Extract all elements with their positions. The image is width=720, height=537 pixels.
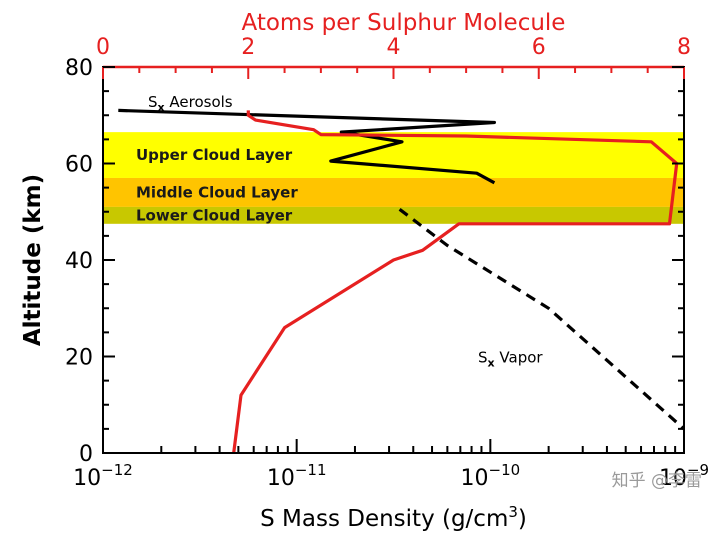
top-axis-label: Atoms per Sulphur Molecule [242, 10, 566, 36]
cloud-band-1 [103, 177, 684, 207]
x-tick-label: 10−11 [267, 461, 327, 491]
top-tick-label: 8 [677, 35, 691, 60]
series-labels: Sx Aerosols Sx Vapor [148, 93, 543, 370]
top-tick-label: 2 [241, 35, 255, 60]
axis-ticks [102, 66, 685, 454]
x-tick-label: 10−9 [659, 461, 709, 491]
top-tick-label: 6 [532, 35, 546, 60]
x-tick-label: 10−10 [461, 461, 521, 491]
top-tick-label: 4 [387, 35, 401, 60]
x-tick-label: 10−12 [73, 461, 133, 491]
y-axis-label: Altitude (km) [20, 174, 46, 346]
series-line-0 [118, 108, 496, 185]
series-label: Sx Aerosols [148, 93, 233, 114]
y-tick-label: 40 [65, 249, 93, 274]
x-axis-label: S Mass Density (g/cm3) [260, 503, 527, 532]
y-tick-label: 80 [65, 56, 93, 81]
y-tick-label: 20 [65, 346, 93, 371]
cloud-band-label: Middle Cloud Layer [136, 183, 298, 201]
top-tick-label: 0 [96, 35, 110, 60]
series-label: Sx Vapor [478, 349, 543, 370]
cloud-band-2 [103, 206, 684, 224]
cloud-band-label: Upper Cloud Layer [136, 146, 293, 164]
y-tick-label: 60 [65, 153, 93, 178]
series-line-1 [398, 208, 686, 431]
y-tick-label: 0 [79, 442, 93, 467]
cloud-band-label: Lower Cloud Layer [136, 206, 293, 224]
watermark: 知乎 @李雷 [611, 471, 702, 491]
cloud-band-labels: Upper Cloud Layer Middle Cloud Layer Lower… [136, 146, 298, 224]
